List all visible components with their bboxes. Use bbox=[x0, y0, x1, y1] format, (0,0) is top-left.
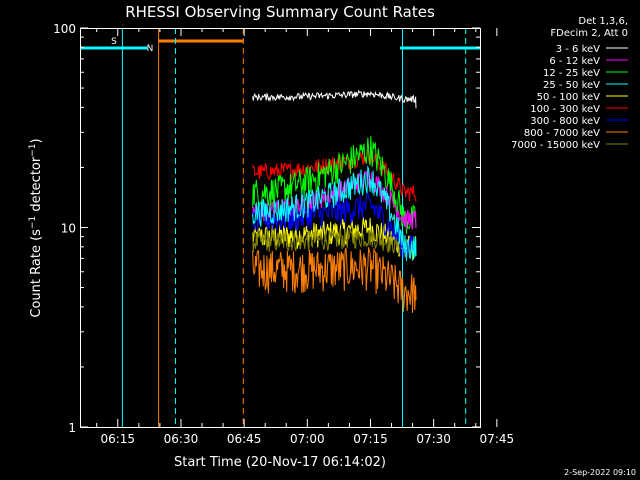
chart-title: RHESSI Observing Summary Count Rates bbox=[125, 3, 435, 21]
y-tick-label: 10 bbox=[61, 222, 76, 236]
legend-entry-label: 12 - 25 keV bbox=[543, 68, 600, 79]
x-tick-label: 06:30 bbox=[164, 432, 199, 446]
legend-entry-label: 7000 - 15000 keV bbox=[511, 140, 600, 151]
legend-entry-label: 25 - 50 keV bbox=[543, 80, 600, 91]
x-tick-label: 07:45 bbox=[480, 432, 515, 446]
legend-entry-label: 300 - 800 keV bbox=[530, 116, 600, 127]
legend-header: Det 1,3,6, bbox=[578, 16, 628, 27]
series-line bbox=[252, 247, 417, 313]
legend-entry-label: 6 - 12 keV bbox=[549, 56, 600, 67]
legend-entry-label: 800 - 7000 keV bbox=[524, 128, 600, 139]
marker-lines: SN bbox=[80, 28, 480, 427]
x-tick-label: 06:45 bbox=[227, 432, 262, 446]
series-group bbox=[252, 89, 417, 313]
x-axis-label: Start Time (20-Nov-17 06:14:02) bbox=[174, 455, 386, 470]
legend-entry-label: 100 - 300 keV bbox=[530, 104, 600, 115]
legend-entry-label: 3 - 6 keV bbox=[556, 44, 600, 55]
legend-header: FDecim 2, Att 0 bbox=[550, 28, 628, 39]
series-line bbox=[252, 89, 417, 109]
x-tick-label: 07:00 bbox=[290, 432, 325, 446]
series-line bbox=[252, 136, 417, 234]
footer-date: 2-Sep-2022 09:10 bbox=[564, 468, 636, 477]
axes: 06:15 06:30 06:45 07:00 07:15 07:30 07:45 1 10 10… bbox=[53, 22, 514, 446]
y-tick-label: 1 bbox=[68, 421, 76, 435]
series-line bbox=[252, 165, 417, 261]
legend-entry-label: 50 - 100 keV bbox=[537, 92, 601, 103]
marker-label: N bbox=[147, 44, 154, 54]
x-tick-label: 06:15 bbox=[100, 432, 135, 446]
x-tick-label: 07:30 bbox=[416, 432, 451, 446]
x-tick-label: 07:15 bbox=[353, 432, 388, 446]
series-line bbox=[252, 192, 417, 259]
y-axis-label: Count Rate (s−1 detector−1) bbox=[28, 138, 44, 317]
y-tick-label: 100 bbox=[53, 22, 76, 36]
marker-label: S bbox=[111, 37, 117, 47]
